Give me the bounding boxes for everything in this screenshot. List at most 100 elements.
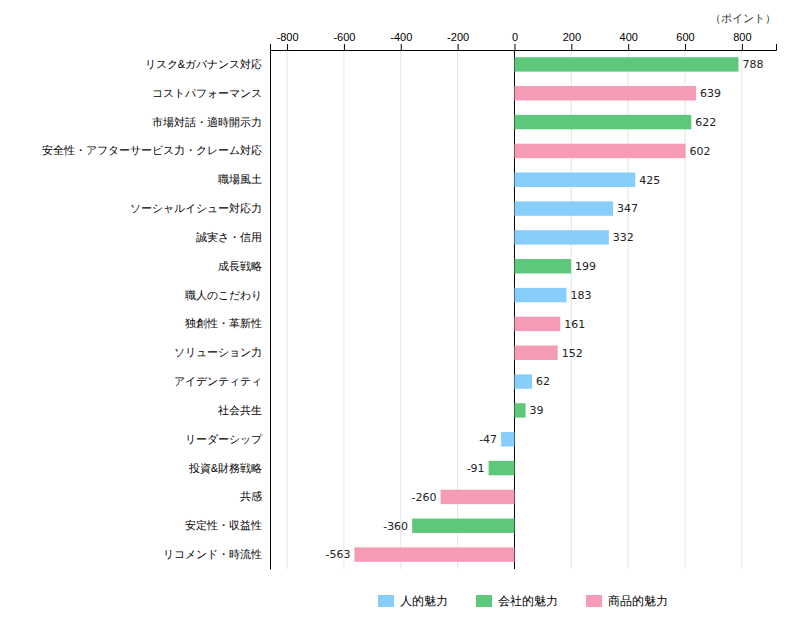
legend-label: 人的魅力	[400, 594, 448, 608]
x-tick: -600	[333, 31, 355, 50]
y-tick-label: 安定性・収益性	[185, 519, 262, 531]
y-tick-label: 投資&財務戦略	[188, 462, 262, 474]
bar	[441, 490, 515, 504]
x-axis-line	[271, 44, 777, 51]
data-label: 639	[700, 87, 721, 100]
y-tick: 安定性・収益性	[185, 519, 270, 531]
x-tick-mark	[742, 44, 743, 50]
data-label: 788	[742, 58, 763, 71]
y-tick-label: 職場風土	[218, 173, 262, 185]
data-label: 332	[613, 231, 634, 244]
data-label: 425	[639, 174, 660, 187]
x-tick-label: -400	[390, 31, 412, 43]
x-tick-label: -200	[447, 31, 469, 43]
x-tick: -200	[447, 31, 469, 50]
legend-item: 人的魅力	[378, 594, 448, 608]
grid-line	[343, 50, 344, 569]
data-label: -47	[479, 433, 497, 446]
data-label: 39	[530, 404, 544, 417]
x-tick-mark	[458, 44, 459, 50]
x-axis: -800 -600 -400 -200 0 200 400 600 800	[271, 31, 777, 51]
y-tick: コストパフォーマンス	[152, 87, 270, 99]
y-tick: 職場風土	[218, 173, 270, 185]
legend: 人的魅力 会社的魅力 商品的魅力	[378, 594, 668, 608]
y-tick-label: リスク&ガバナンス対応	[145, 58, 262, 70]
y-tick-label: ソリューション力	[174, 346, 262, 358]
data-label: -563	[325, 548, 350, 561]
x-tick: 800	[733, 31, 751, 50]
y-tick: リコメンド・時流性	[163, 548, 270, 560]
x-tick-label: -600	[333, 31, 355, 43]
y-tick-label: 共感	[240, 490, 262, 502]
bar	[514, 57, 738, 71]
y-tick-label: アイデンティティ	[174, 375, 262, 387]
data-label: 602	[690, 145, 711, 158]
bars	[354, 57, 738, 562]
y-tick: アイデンティティ	[174, 375, 270, 387]
y-tick: 共感	[240, 490, 270, 502]
x-tick-label: -800	[277, 31, 299, 43]
bar	[514, 115, 691, 129]
grid-line	[287, 50, 288, 569]
bar	[514, 374, 532, 388]
grid	[287, 50, 742, 569]
bar	[514, 403, 525, 417]
data-label: -360	[383, 520, 408, 533]
x-tick-mark	[287, 44, 288, 50]
x-tick-label: 600	[676, 31, 694, 43]
legend-swatch	[586, 595, 602, 607]
x-tick: 400	[620, 31, 638, 50]
x-tick: -800	[277, 31, 299, 50]
legend-item: 商品的魅力	[586, 594, 668, 608]
y-axis: リスク&ガバナンス対応コストパフォーマンス市場対話・適時開示力安全性・アフターサ…	[42, 51, 271, 570]
x-tick-label: 200	[563, 31, 581, 43]
y-tick-label: リーダーシップ	[185, 433, 263, 445]
y-tick: 独創性・革新性	[185, 317, 270, 329]
chart: -800 -600 -400 -200 0 200 400 600 800 リスク&ガバナンス対応…	[0, 0, 800, 625]
bar	[489, 461, 515, 475]
y-tick: ソーシャルイシュー対応力	[130, 202, 270, 214]
y-tick-label: 職人のこだわり	[185, 289, 262, 301]
y-tick-label: 誠実さ・信用	[196, 231, 262, 243]
y-tick-label: コストパフォーマンス	[152, 87, 262, 99]
y-tick-label: 独創性・革新性	[185, 317, 262, 329]
bar	[354, 547, 514, 561]
y-tick: ソリューション力	[174, 346, 270, 358]
bar	[514, 230, 608, 244]
y-tick-label: ソーシャルイシュー対応力	[130, 202, 262, 214]
axis-unit-label: （ポイント）	[710, 12, 776, 25]
x-tick-mark	[514, 44, 515, 50]
x-tick-mark	[685, 44, 686, 50]
x-tick: 200	[563, 31, 581, 50]
y-tick: 投資&財務戦略	[188, 462, 270, 474]
data-label: 183	[570, 289, 591, 302]
x-tick: -400	[390, 31, 412, 50]
data-label: 622	[695, 116, 716, 129]
legend-label: 会社的魅力	[498, 594, 558, 608]
bar	[514, 288, 566, 302]
grid-line	[741, 50, 742, 569]
y-tick: 職人のこだわり	[185, 289, 270, 301]
data-label: 161	[564, 318, 585, 331]
x-tick-mark	[344, 44, 345, 50]
data-labels: 42534733218362-4778862219939-91-36063960…	[325, 58, 763, 561]
x-tick-label: 400	[620, 31, 638, 43]
x-tick: 0	[512, 31, 518, 50]
x-tick: 600	[676, 31, 694, 50]
legend-swatch	[378, 595, 394, 607]
bar	[514, 259, 571, 273]
legend-label: 商品的魅力	[608, 594, 668, 608]
y-tick: 社会共生	[218, 404, 270, 416]
y-tick: リスク&ガバナンス対応	[145, 58, 270, 70]
y-axis-line	[270, 51, 271, 570]
bar	[514, 86, 696, 100]
data-label: -260	[412, 491, 437, 504]
legend-swatch	[476, 595, 492, 607]
y-tick: 安全性・アフターサービス力・クレーム対応	[42, 144, 270, 156]
data-label: 347	[617, 202, 638, 215]
bar	[501, 432, 514, 446]
bar	[514, 173, 635, 187]
data-label: 152	[562, 347, 583, 360]
legend-item: 会社的魅力	[476, 594, 558, 608]
bar	[514, 144, 685, 158]
